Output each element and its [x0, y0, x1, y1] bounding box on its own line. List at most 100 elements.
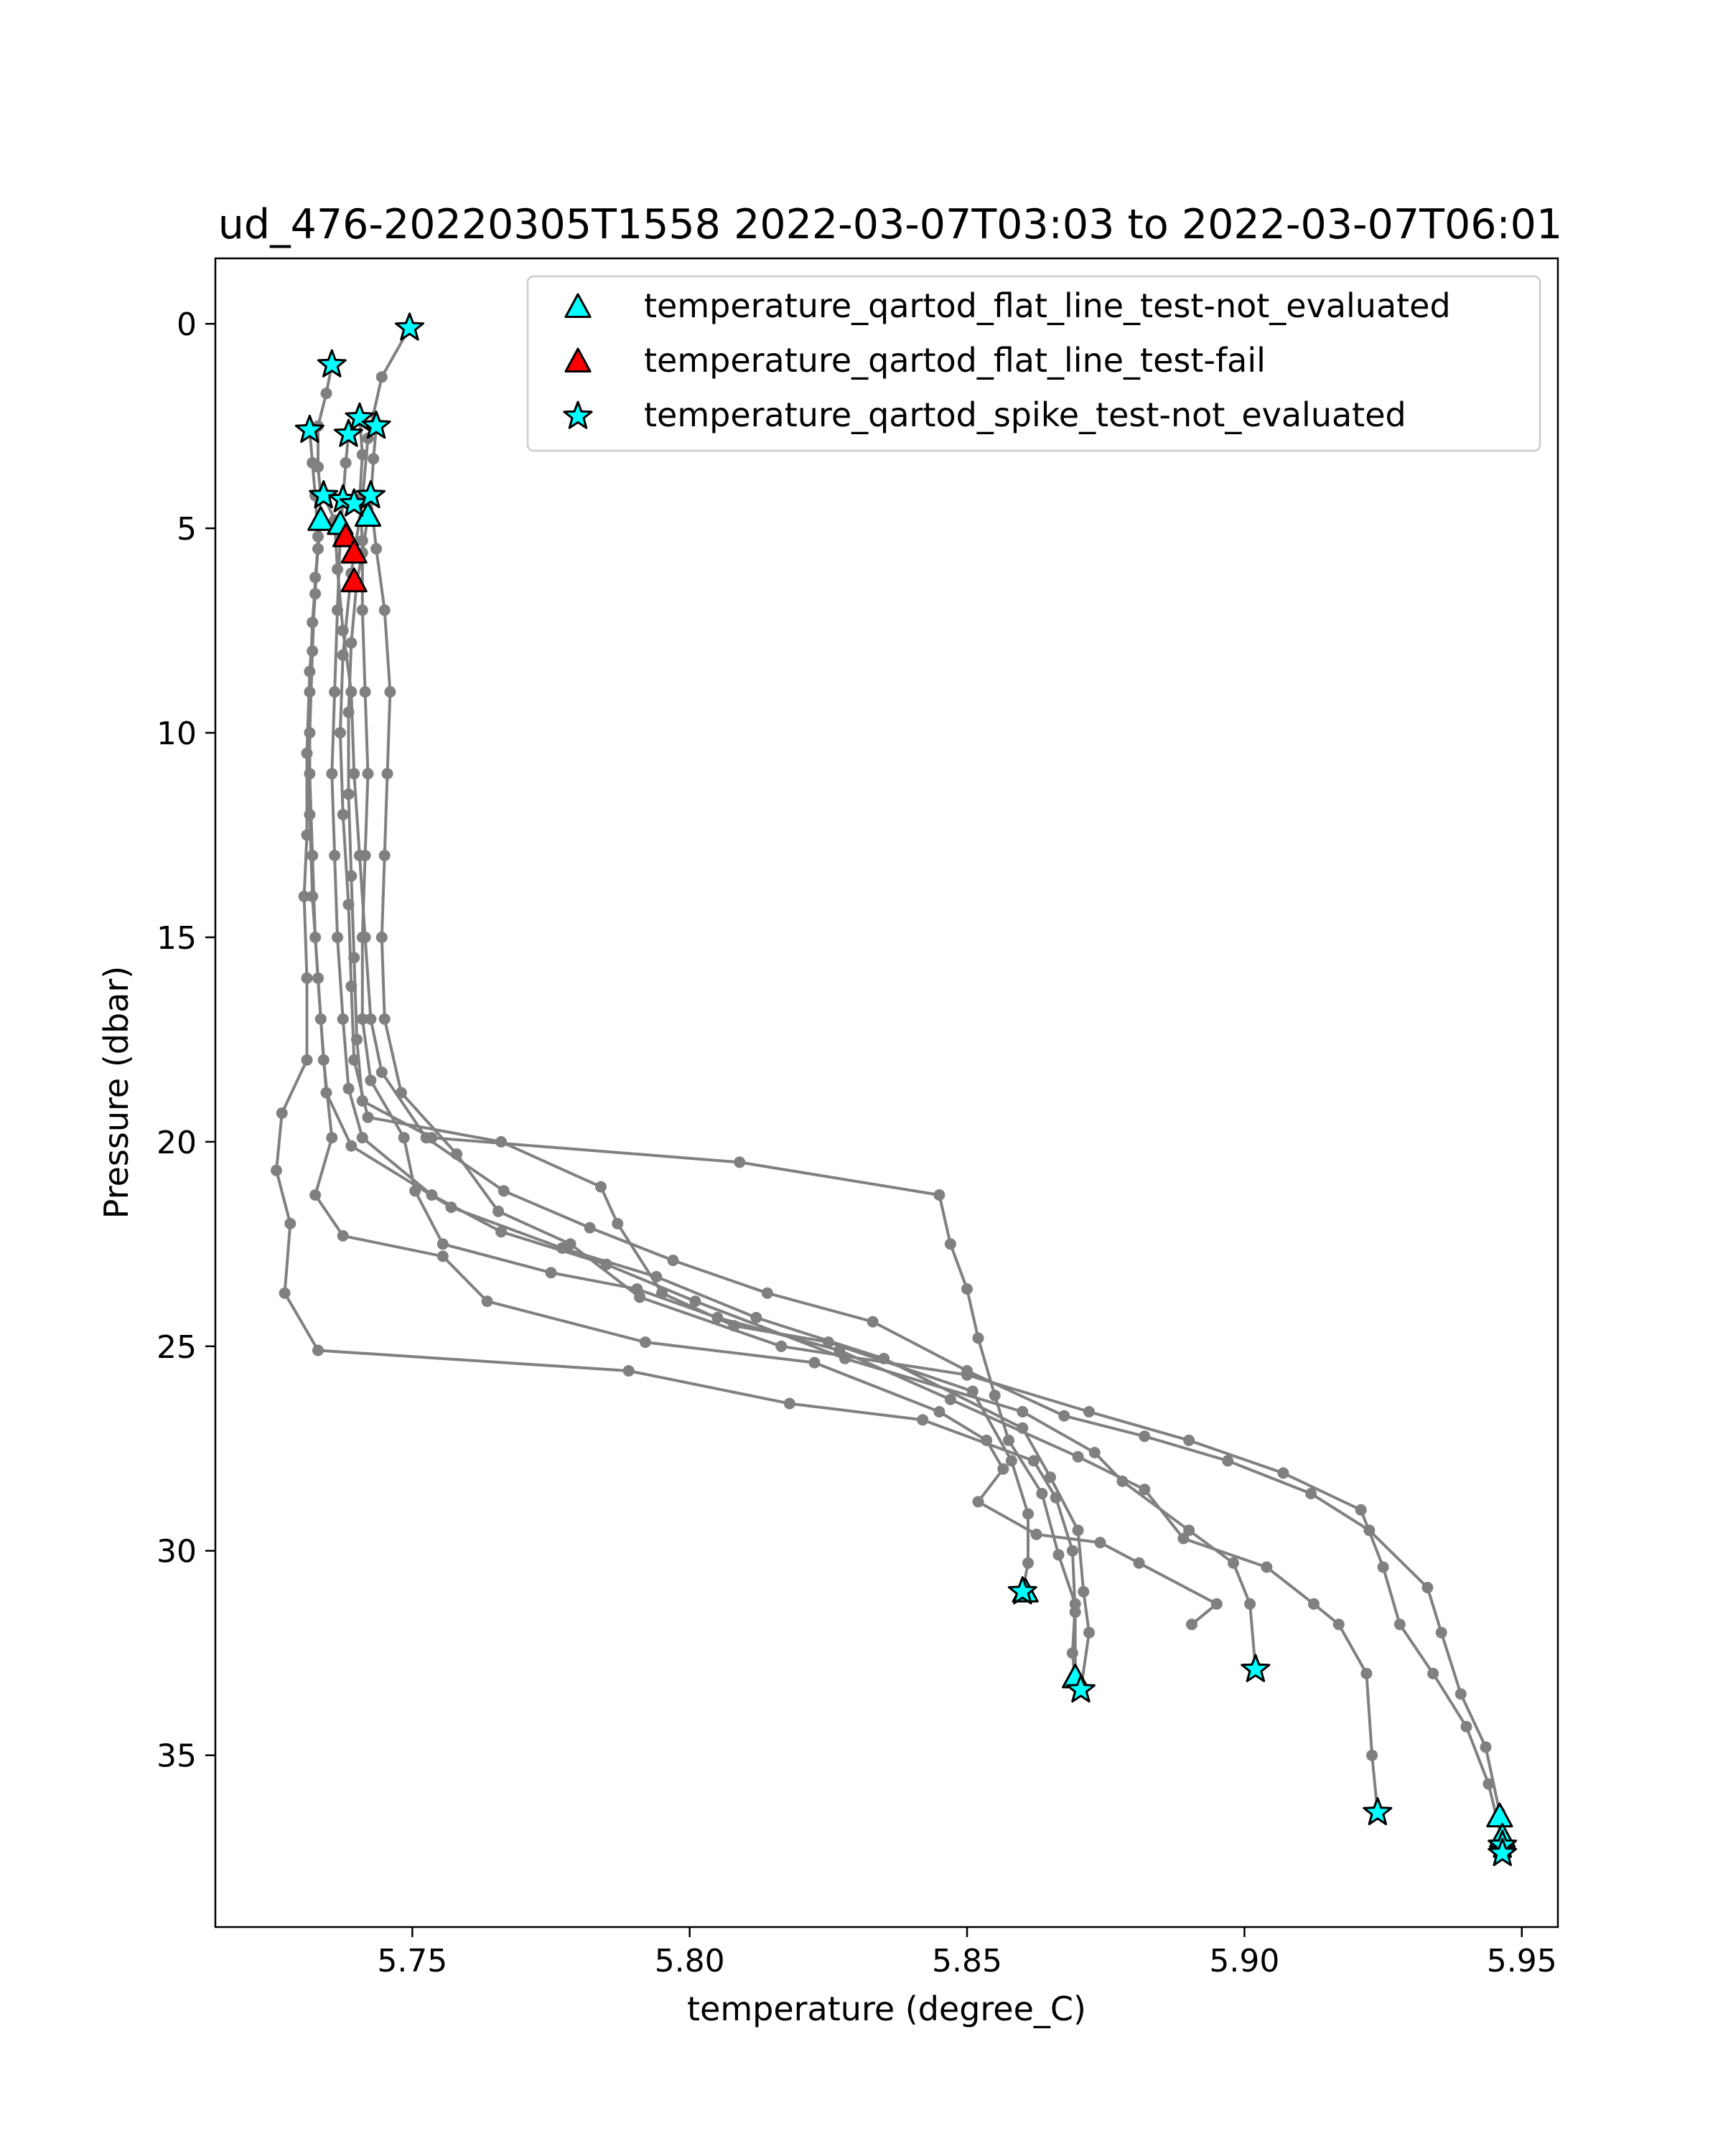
data-point [689, 1295, 701, 1308]
data-point [307, 456, 319, 469]
legend-label-flat-line-fail: temperature_qartod_flat_line_test-fail [644, 341, 1266, 380]
profile-line [369, 426, 1504, 1842]
data-point [944, 1393, 956, 1405]
legend-label-spike-not-evaluated: temperature_qartod_spike_test-not_evalua… [644, 395, 1406, 434]
data-point [353, 850, 365, 861]
data-point [284, 1217, 296, 1229]
data-point [612, 1217, 624, 1229]
data-point [409, 1185, 421, 1197]
data-point [329, 850, 341, 861]
data-point [398, 1132, 410, 1144]
data-point [966, 1385, 979, 1397]
data-point [381, 768, 393, 779]
x-axis-label: temperature (degree_C) [687, 1989, 1086, 2028]
data-point [481, 1295, 493, 1308]
data-point [1072, 1450, 1084, 1463]
y-tick-label: 20 [157, 1125, 197, 1161]
data-point [1083, 1626, 1095, 1639]
data-point [1177, 1532, 1190, 1545]
data-point [426, 1189, 438, 1201]
data-point [667, 1255, 679, 1267]
data-point [436, 1238, 449, 1250]
profile-line [330, 433, 1257, 1670]
data-point [298, 891, 310, 902]
data-point [867, 1316, 879, 1328]
spike-not-evaluated-marker [361, 411, 391, 439]
flat-line-fail-marker [340, 538, 368, 564]
data-point [345, 686, 358, 698]
y-tick-label: 0 [177, 306, 197, 343]
data-point [359, 932, 371, 943]
data-point [917, 1414, 929, 1426]
profile-line [322, 495, 1501, 1813]
data-point [304, 727, 316, 739]
data-point [972, 1332, 984, 1344]
x-tick-label: 5.85 [932, 1943, 1002, 1979]
data-point [498, 1185, 510, 1197]
data-point [375, 371, 388, 383]
data-point [1050, 1491, 1062, 1504]
spike-not-evaluated-marker [345, 402, 375, 431]
profile-5 [353, 412, 1383, 1819]
data-point [1066, 1647, 1078, 1659]
data-point [1072, 1524, 1084, 1537]
data-point [1222, 1455, 1234, 1467]
data-point [734, 1156, 746, 1168]
data-point [750, 1311, 762, 1323]
profile-line [358, 418, 1379, 1813]
data-point [622, 1365, 635, 1377]
data-point [492, 1205, 505, 1217]
data-point [307, 645, 319, 657]
data-point [972, 1496, 984, 1508]
data-point [997, 1463, 1009, 1475]
y-tick-label: 35 [157, 1738, 197, 1775]
profile-4 [326, 428, 1261, 1675]
data-point [1377, 1561, 1389, 1573]
legend-flat-line-not-evaluated-marker [564, 293, 592, 318]
legend-box [526, 275, 1541, 452]
x-tick-label: 5.80 [655, 1943, 725, 1979]
data-point [1261, 1561, 1273, 1573]
data-point [1305, 1488, 1317, 1499]
data-point [1005, 1455, 1017, 1467]
y-tick-label: 5 [177, 511, 197, 548]
data-point [320, 388, 332, 400]
profile-6 [365, 420, 1508, 1847]
spike-not-evaluated-marker [1363, 1796, 1393, 1826]
profile-2 [304, 359, 1095, 1696]
data-point [933, 1189, 945, 1201]
data-point [340, 456, 352, 469]
data-point [301, 1054, 313, 1066]
data-point [309, 1189, 322, 1201]
data-point [312, 1344, 324, 1356]
x-tick-label: 5.95 [1487, 1943, 1557, 1979]
x-tick-label: 5.90 [1209, 1943, 1279, 1979]
data-point [1363, 1524, 1376, 1537]
data-point [359, 686, 371, 698]
spike-not-evaluated-marker [317, 349, 347, 378]
data-point [1183, 1434, 1195, 1446]
data-point [1480, 1741, 1492, 1753]
data-point [384, 686, 396, 698]
data-point [332, 932, 343, 943]
data-point [1454, 1688, 1467, 1700]
data-point [1277, 1467, 1289, 1479]
data-point [1421, 1582, 1434, 1593]
spike-not-evaluated-marker [294, 414, 324, 443]
data-point [775, 1340, 788, 1352]
data-point [378, 604, 391, 617]
data-point [351, 1034, 363, 1046]
legend-marker-spike-not-evaluated [563, 400, 593, 429]
data-point [304, 665, 316, 678]
data-point [276, 1107, 288, 1119]
profiles-layer [271, 322, 1508, 1847]
data-point [271, 1164, 282, 1176]
data-point [711, 1311, 724, 1323]
data-point [337, 809, 349, 820]
spike-not-evaluated-marker [1488, 1837, 1518, 1867]
profile-line [308, 520, 1218, 1626]
data-point [1332, 1618, 1345, 1631]
spike-not-evaluated-marker [1007, 1576, 1037, 1605]
data-point [783, 1397, 795, 1410]
data-point [1066, 1545, 1078, 1557]
